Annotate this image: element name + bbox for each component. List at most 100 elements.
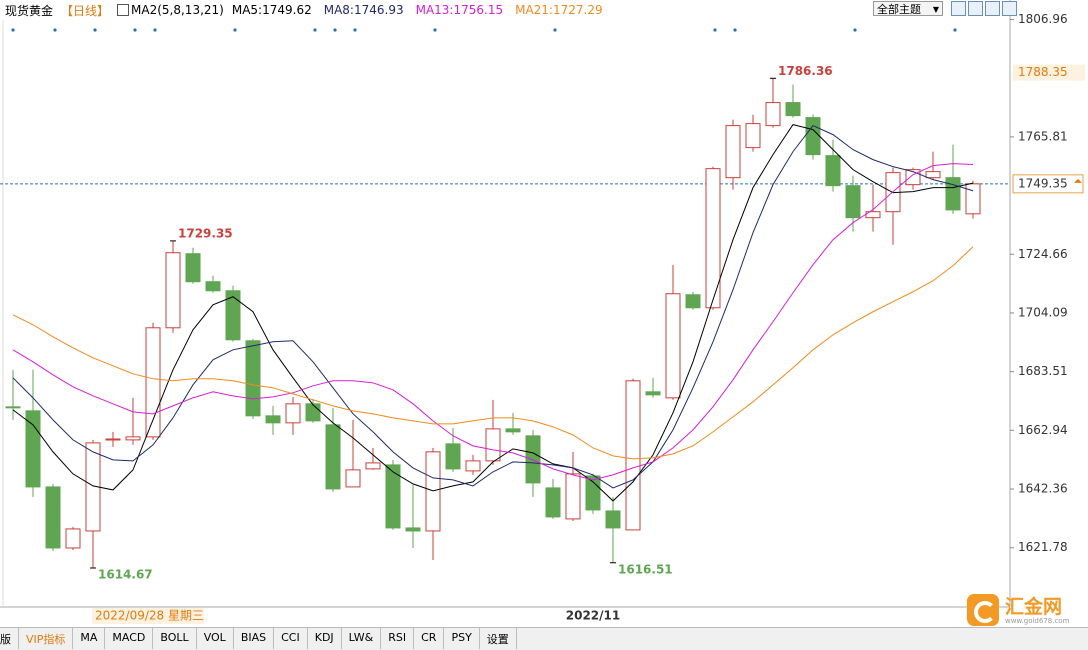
candle-body — [505, 428, 521, 433]
toolbar-tab[interactable]: RSI — [381, 628, 415, 649]
candle-body — [765, 102, 781, 127]
candle-body — [605, 510, 621, 529]
toolbar-tab[interactable]: CR — [414, 628, 445, 649]
candle-body — [405, 527, 421, 532]
candle-body — [925, 171, 941, 179]
legend-entry: MA8:1746.93 — [323, 3, 404, 17]
toolbar-tab[interactable]: 版 — [0, 628, 19, 649]
toolbar-tab[interactable]: MA — [73, 628, 106, 649]
candle-body — [585, 475, 601, 511]
event-dot — [553, 28, 557, 32]
candle-body — [125, 436, 141, 441]
candle-body — [945, 177, 961, 211]
candle-body — [65, 528, 81, 549]
symbol: 现货黄金 — [5, 3, 54, 18]
event-dot — [953, 28, 957, 32]
candle-body — [105, 438, 121, 441]
event-dot — [233, 28, 237, 32]
event-dot — [93, 28, 97, 32]
y-tick-label: 1765.81 — [1018, 129, 1068, 143]
high-label: 1786.36 — [778, 64, 833, 78]
candle-body — [5, 406, 21, 409]
candle-body — [265, 415, 281, 424]
candle-body — [225, 290, 241, 341]
legend: MA5:1749.62 MA8:1746.93 MA13:1756.15 MA21:1… — [232, 3, 615, 17]
event-dot — [53, 28, 57, 32]
toolbar-tab[interactable]: VOL — [197, 628, 234, 649]
icon-button[interactable] — [985, 1, 1000, 16]
icon-button[interactable] — [968, 1, 983, 16]
toolbar-tab[interactable]: PSY — [444, 628, 480, 649]
ma-line — [12, 124, 974, 489]
theme-menu[interactable]: 全部主题 — [873, 1, 943, 17]
indicator-icon — [117, 4, 130, 16]
logo: 汇金网 www.gold678.com — [967, 592, 1082, 628]
toolbar-tab[interactable]: BIAS — [234, 628, 275, 649]
marker-price-box — [1013, 64, 1085, 81]
candle-body — [545, 487, 561, 518]
y-tick-label: 1806.96 — [1018, 12, 1068, 26]
candle-body — [845, 185, 861, 219]
candle-body — [245, 340, 261, 417]
toolbar-tab[interactable]: MACD — [105, 628, 154, 649]
candle-body — [165, 252, 181, 329]
event-dot — [153, 28, 157, 32]
event-dot — [333, 28, 337, 32]
toolbar-tab[interactable]: 设置 — [480, 628, 517, 649]
toolbar-icons — [951, 1, 1019, 16]
logo-mark — [974, 601, 996, 623]
candle-body — [485, 428, 501, 462]
legend-entry: MA21:1727.29 — [515, 3, 603, 17]
y-tick-label: 1662.94 — [1018, 423, 1068, 437]
candle-body — [25, 410, 41, 488]
candle-body — [685, 294, 701, 309]
candle-body — [565, 473, 581, 520]
toolbar-tab[interactable]: BOLL — [153, 628, 197, 649]
price-arrow — [1074, 178, 1082, 183]
candle-body — [145, 327, 161, 438]
ma-line — [12, 124, 974, 502]
y-tick-label: 1724.66 — [1018, 247, 1068, 261]
cursor-date-box — [92, 608, 204, 624]
toolbar-tab[interactable]: CCI — [274, 628, 308, 649]
candle-body — [365, 462, 381, 470]
legend-entry: MA5:1749.62 — [231, 3, 312, 17]
icon-button[interactable] — [951, 1, 966, 16]
candle-body — [705, 168, 721, 309]
candle-body — [965, 183, 981, 215]
toolbar-tab[interactable]: VIP指标 — [19, 628, 74, 649]
high-label: 1729.35 — [178, 226, 233, 240]
candle-body — [745, 123, 761, 149]
legend-entry: MA13:1756.15 — [415, 3, 504, 17]
icon-button[interactable] — [1002, 1, 1017, 16]
event-dot — [133, 28, 137, 32]
low-label: 1614.67 — [98, 568, 153, 582]
toolbar-tab[interactable]: LW& — [342, 628, 382, 649]
ma-line — [12, 163, 974, 481]
candle-body — [465, 460, 481, 472]
event-dot — [433, 28, 437, 32]
candle-body — [305, 403, 321, 422]
candle-body — [185, 253, 201, 283]
marker-price-label: 1788.35 — [1018, 65, 1068, 79]
event-dot — [11, 28, 15, 32]
candle-body — [805, 117, 821, 156]
logo-name: 汇金网 — [1005, 596, 1063, 618]
event-dot — [713, 28, 717, 32]
y-tick-label: 1642.36 — [1018, 482, 1068, 496]
candle-body — [285, 403, 301, 424]
y-tick-label: 1621.78 — [1018, 540, 1068, 554]
price-label: 1749.35 — [1018, 176, 1068, 190]
indicator-toolbar: 版 VIP指标 MA MACD BOLL VOL BIAS CCI KDJ LW& RSI CR PSY… — [0, 627, 1088, 650]
indicator: MA2(5,8,13,21) — [131, 3, 224, 17]
toolbar-tab[interactable]: KDJ — [308, 628, 342, 649]
price-box — [1012, 174, 1084, 194]
event-dot — [853, 28, 857, 32]
y-tick-label: 1683.51 — [1018, 364, 1068, 378]
event-dot — [353, 28, 357, 32]
candle-body — [665, 293, 681, 399]
candle-body — [385, 464, 401, 529]
chart: 1806.96 1765.81 1724.66 1704.09 1683.51 1662.… — [0, 0, 1085, 624]
candle-body — [725, 125, 741, 179]
